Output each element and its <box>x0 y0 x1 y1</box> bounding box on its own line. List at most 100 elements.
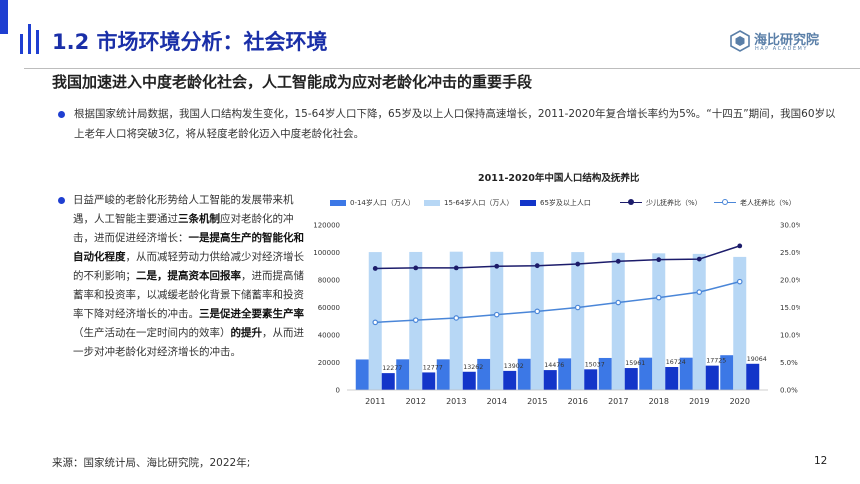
x-tick-label: 2012 <box>406 397 426 406</box>
y-right-tick-label: 20.0% <box>780 277 800 285</box>
point-elderly-dependency <box>412 317 419 323</box>
bar-age-0-14 <box>355 359 369 390</box>
y-left-tick-label: 0 <box>336 387 340 395</box>
y-right-tick-label: 15.0% <box>780 304 800 312</box>
logo-name: 海比研究院 <box>754 33 820 48</box>
data-label: 13262 <box>463 364 483 371</box>
source-note: 来源：国家统计局、海比研究院，2022年; <box>52 457 251 469</box>
y-left-tick-label: 40000 <box>318 332 340 340</box>
x-tick-label: 2015 <box>527 397 547 406</box>
logo: 海比研究院 HAP ACADEMY <box>730 28 850 58</box>
data-label: 12277 <box>382 365 402 372</box>
bar-age-15-64 <box>652 253 666 390</box>
data-label: 17725 <box>706 358 726 365</box>
point-child-dependency <box>615 258 621 264</box>
bar-age-0-14 <box>598 357 612 390</box>
point-child-dependency <box>737 243 743 249</box>
x-tick-label: 2019 <box>689 397 709 406</box>
point-child-dependency <box>534 263 540 269</box>
point-elderly-dependency <box>655 294 662 301</box>
chart-legend: 0-14岁人口（万人） 15-64岁人口（万人） 65岁及以上人口 少儿抚养比（… <box>330 197 810 209</box>
population-chart: 0 20000 40000 60000 80000 100000 120000 0.0% 5.0… <box>313 222 800 407</box>
data-label: 16724 <box>666 359 686 366</box>
header-bars-icon <box>20 24 42 54</box>
legend-marker <box>627 199 634 205</box>
bullet-dot <box>58 111 65 118</box>
x-tick-label: 2013 <box>446 397 466 406</box>
y-left-tick-label: 120000 <box>313 222 340 230</box>
y-right-tick-label: 30.0% <box>780 222 800 230</box>
point-child-dependency <box>453 265 459 271</box>
point-child-dependency <box>413 265 419 271</box>
data-label: 15961 <box>625 360 645 367</box>
legend-swatch <box>424 200 440 206</box>
point-child-dependency <box>494 263 500 269</box>
legend-label: 65岁及以上人口 <box>540 199 591 207</box>
x-tick-label: 2011 <box>365 397 385 406</box>
bar-age-0-14 <box>517 358 531 390</box>
point-child-dependency <box>696 256 702 262</box>
data-label: 19064 <box>747 356 767 363</box>
data-label: 14476 <box>544 362 564 369</box>
data-label: 13902 <box>504 363 524 370</box>
point-child-dependency <box>575 261 581 267</box>
y-left-tick-label: 60000 <box>318 304 340 312</box>
point-elderly-dependency <box>615 299 622 306</box>
bar-age-65-plus <box>381 373 395 390</box>
bar-age-0-14 <box>477 358 491 390</box>
page-title: 1.2 市场环境分析：社会环境 <box>52 30 328 54</box>
paragraph-ai-mechanisms: 日益严峻的老龄化形势给人工智能的发展带来机遇，人工智能主要通过三条机制应对老龄化… <box>73 194 304 358</box>
x-tick-label: 2016 <box>568 397 588 406</box>
bar-age-15-64 <box>733 256 747 390</box>
bar-age-65-plus <box>746 363 760 390</box>
line-child-dependency <box>375 245 740 270</box>
x-tick-label: 2017 <box>608 397 628 406</box>
bar-age-0-14 <box>396 359 410 390</box>
bar-age-65-plus <box>543 370 557 390</box>
x-tick-label: 2020 <box>730 397 750 406</box>
point-elderly-dependency <box>372 319 379 326</box>
x-tick-label: 2018 <box>649 397 669 406</box>
bar-age-65-plus <box>584 369 598 390</box>
legend-label: 少儿抚养比（%） <box>646 199 702 207</box>
bar-age-15-64 <box>692 253 706 390</box>
paragraph-population: 根据国家统计局数据，我国人口结构发生变化，15-64岁人口下降，65岁及以上人口… <box>74 108 836 140</box>
accent-bar <box>0 0 8 34</box>
bar-age-15-64 <box>530 251 544 390</box>
y-left-tick-label: 80000 <box>318 277 340 285</box>
legend-label: 15-64岁人口（万人） <box>444 199 514 207</box>
bar-age-0-14 <box>436 359 450 390</box>
bar-age-0-14 <box>679 357 693 390</box>
y-right-tick-label: 10.0% <box>780 332 800 340</box>
legend-marker <box>721 199 728 205</box>
bar-age-0-14 <box>558 358 572 390</box>
cube-icon <box>730 30 750 52</box>
y-right-tick-label: 5.0% <box>780 359 798 367</box>
y-right-tick-label: 25.0% <box>780 249 800 257</box>
bar-age-15-64 <box>449 251 463 390</box>
bar-age-0-14 <box>720 355 734 390</box>
legend-label: 0-14岁人口（万人） <box>350 199 415 207</box>
page-number: 12 <box>814 455 828 467</box>
bar-age-65-plus <box>422 372 436 390</box>
subtitle: 我国加速进入中度老龄化社会，人工智能成为应对老龄化冲击的重要手段 <box>52 73 533 91</box>
point-elderly-dependency <box>736 278 743 285</box>
bar-age-15-64 <box>571 252 585 390</box>
legend-swatch <box>330 200 346 206</box>
point-child-dependency <box>372 266 378 271</box>
y-right-tick-label: 0.0% <box>780 387 798 395</box>
bar-age-65-plus <box>503 370 517 390</box>
point-child-dependency <box>656 257 662 263</box>
bar-age-0-14 <box>639 357 653 390</box>
logo-subtitle: HAP ACADEMY <box>755 46 808 52</box>
legend-swatch <box>520 200 536 206</box>
legend-label: 老人抚养比（%） <box>740 199 796 207</box>
y-left-tick-label: 100000 <box>313 249 340 257</box>
bar-age-65-plus <box>705 365 719 390</box>
point-elderly-dependency <box>493 311 500 318</box>
y-left-tick-label: 20000 <box>318 359 340 367</box>
bar-age-65-plus <box>624 368 638 390</box>
point-elderly-dependency <box>696 289 703 295</box>
point-elderly-dependency <box>534 308 541 315</box>
data-label: 12777 <box>423 364 443 371</box>
